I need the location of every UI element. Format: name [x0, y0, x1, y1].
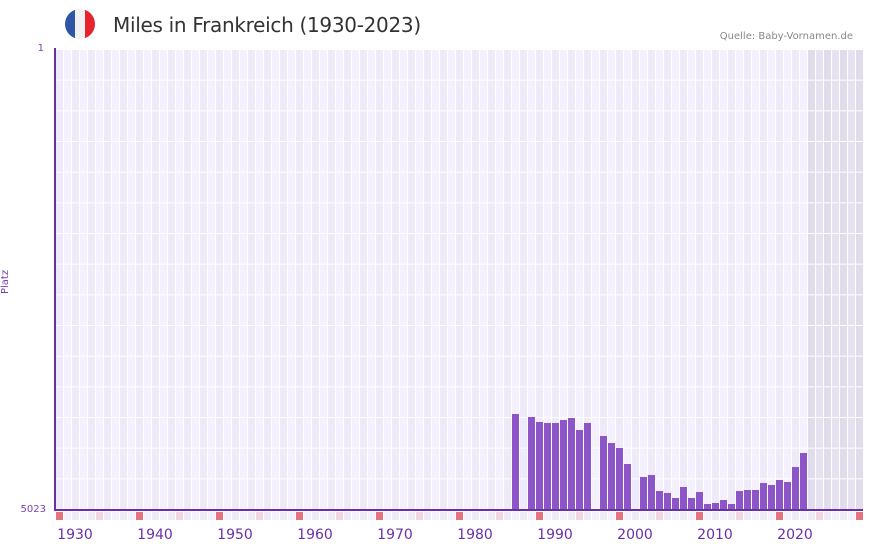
bar-1988[interactable]: [536, 421, 543, 510]
bar-1997[interactable]: [608, 442, 615, 510]
bar-2008[interactable]: [696, 492, 703, 510]
bar-1996[interactable]: [600, 435, 607, 510]
bar-1990[interactable]: [552, 422, 559, 510]
x-tick-1960: 1960: [297, 527, 333, 543]
bar-1987[interactable]: [528, 416, 535, 510]
bar-2017[interactable]: [768, 484, 775, 510]
y-axis-line: [54, 48, 56, 511]
bar-2018[interactable]: [776, 480, 783, 510]
bar-2020[interactable]: [792, 467, 799, 510]
bar-2011[interactable]: [720, 500, 727, 510]
bar-1985[interactable]: [512, 414, 519, 510]
x-tick-2020: 2020: [777, 527, 813, 543]
bar-2002[interactable]: [648, 475, 655, 510]
y-tick-bottom: 5023: [20, 504, 46, 515]
bar-2013[interactable]: [736, 491, 743, 510]
bar-2001[interactable]: [640, 477, 647, 510]
bar-2019[interactable]: [784, 482, 791, 510]
bar-2006[interactable]: [680, 487, 687, 510]
x-tick-1990: 1990: [537, 527, 573, 543]
bar-1992[interactable]: [568, 417, 575, 510]
bar-1998[interactable]: [616, 447, 623, 510]
bar-1989[interactable]: [544, 422, 551, 510]
bar-2012[interactable]: [728, 504, 735, 510]
plot-area: [56, 50, 863, 510]
x-tick-1950: 1950: [217, 527, 253, 543]
bar-2010[interactable]: [712, 503, 719, 510]
bar-2009[interactable]: [704, 504, 711, 510]
bar-1993[interactable]: [576, 429, 583, 510]
bar-2016[interactable]: [760, 482, 767, 510]
bar-2003[interactable]: [656, 491, 663, 510]
grid-background: [56, 50, 863, 509]
flag-white: [75, 9, 85, 39]
x-tick-2000: 2000: [617, 527, 653, 543]
x-tick-1940: 1940: [137, 527, 173, 543]
bar-2005[interactable]: [672, 498, 679, 510]
x-tick-2010: 2010: [697, 527, 733, 543]
chart-title: Miles in Frankreich (1930-2023): [113, 13, 421, 37]
flag-red: [85, 9, 95, 39]
x-tick-1930: 1930: [57, 527, 93, 543]
year-marker-strip: [56, 512, 863, 520]
bar-2007[interactable]: [688, 498, 695, 510]
x-axis-line: [55, 509, 863, 511]
bar-2004[interactable]: [664, 493, 671, 510]
france-flag-icon: [65, 9, 95, 39]
flag-blue: [65, 9, 75, 39]
bar-1991[interactable]: [560, 419, 567, 510]
x-tick-1980: 1980: [457, 527, 493, 543]
y-axis-label: Platz: [0, 269, 11, 294]
x-tick-1970: 1970: [377, 527, 413, 543]
bar-2014[interactable]: [744, 490, 751, 510]
bar-1999[interactable]: [624, 464, 631, 510]
bar-2021[interactable]: [800, 453, 807, 510]
bar-1994[interactable]: [584, 422, 591, 510]
source-link[interactable]: Quelle: Baby-Vornamen.de: [719, 31, 853, 42]
bar-2015[interactable]: [752, 490, 759, 510]
y-tick-top: 1: [37, 43, 44, 54]
